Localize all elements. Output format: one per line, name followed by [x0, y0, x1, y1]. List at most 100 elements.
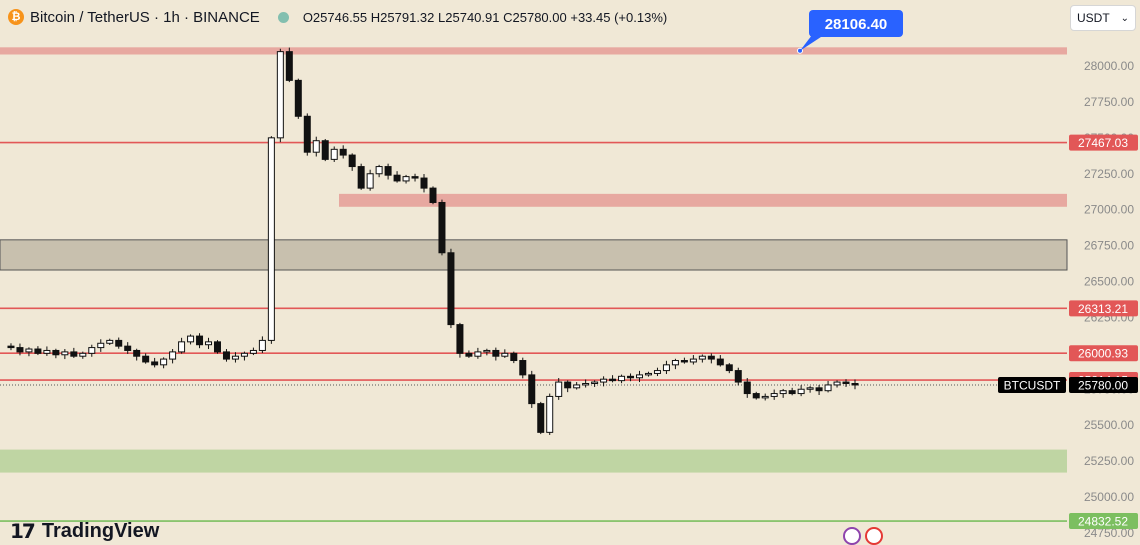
- indicator-icon[interactable]: [843, 527, 861, 545]
- candle-body: [330, 148, 338, 160]
- candle-body: [231, 355, 239, 360]
- candle-body: [465, 352, 473, 357]
- candle-body: [258, 339, 266, 351]
- candle-body: [97, 342, 105, 349]
- candle-body: [447, 252, 455, 326]
- open-value: O25746.55: [302, 9, 368, 25]
- level-label: 26313.21: [1078, 302, 1128, 316]
- candle-body: [169, 351, 177, 360]
- candle-body: [312, 140, 320, 153]
- candle-body: [743, 381, 751, 395]
- candle-body: [609, 378, 617, 382]
- candle-body: [115, 339, 123, 347]
- last-price-label: 25780.00: [1078, 378, 1128, 392]
- close-value: C25780.00: [503, 9, 567, 25]
- candle-body: [52, 349, 60, 356]
- candle-body: [698, 355, 706, 360]
- last-price-label-bg: [1069, 376, 1138, 393]
- candle-body: [779, 390, 787, 395]
- candle-body: [824, 384, 832, 392]
- candle-body: [348, 154, 356, 168]
- market-status-icon: [277, 11, 289, 23]
- candle-body: [474, 351, 482, 357]
- alert-icon[interactable]: [865, 527, 883, 545]
- candle-body: [653, 370, 661, 374]
- y-tick-label: 26750.00: [1084, 239, 1134, 253]
- candle-body: [7, 345, 15, 349]
- level-label-bg: [1069, 345, 1138, 362]
- candle-body: [366, 173, 374, 189]
- candle-body: [501, 352, 509, 357]
- candle-body: [187, 335, 195, 343]
- candle-body: [528, 374, 536, 405]
- candle-body: [124, 345, 132, 351]
- bitcoin-icon: ₿: [8, 9, 24, 25]
- y-tick-label: 27000.00: [1084, 203, 1134, 217]
- candle-body: [716, 358, 724, 366]
- candle-body: [88, 347, 96, 354]
- candle-body: [725, 364, 733, 372]
- candle-body: [384, 166, 392, 176]
- candle-body: [618, 375, 626, 382]
- candle-body: [564, 381, 572, 389]
- callout-box: [809, 10, 903, 37]
- candle-body: [160, 358, 168, 366]
- y-tick-label: 25500.00: [1084, 418, 1134, 432]
- candle-body: [79, 352, 87, 357]
- symbol-header: ₿ Bitcoin / TetherUS · 1h · BINANCE O257…: [8, 7, 667, 27]
- level-label-bg: [1069, 513, 1138, 530]
- candle-body: [636, 374, 644, 379]
- candle-body: [815, 387, 823, 392]
- candle-body: [106, 339, 114, 344]
- candle-body: [752, 393, 760, 399]
- y-tick-label: 25000.00: [1084, 490, 1134, 504]
- candle-body: [411, 176, 419, 179]
- candle-body: [420, 177, 428, 189]
- level-label: 24832.52: [1078, 515, 1128, 529]
- candle-body: [151, 361, 159, 366]
- candle-body: [680, 360, 688, 363]
- y-tick-label: 26500.00: [1084, 275, 1134, 289]
- candle-body: [321, 140, 329, 160]
- candle-body: [240, 352, 248, 357]
- candle-body: [196, 335, 204, 346]
- last-price-tag: BTCUSDT: [1004, 378, 1061, 392]
- candle-body: [375, 166, 383, 175]
- level-label-bg: [1069, 300, 1138, 317]
- zone-red: [0, 47, 1067, 55]
- candle-body: [851, 383, 859, 386]
- chevron-down-icon: ⌄: [1120, 12, 1129, 24]
- candle-body: [133, 349, 141, 357]
- candle-body: [519, 360, 527, 376]
- candle-body: [43, 349, 51, 354]
- candle-body: [806, 387, 814, 390]
- candle-body: [25, 348, 33, 353]
- callout-label: 28106.40: [825, 16, 888, 33]
- candle-body: [492, 349, 500, 357]
- candle-body: [357, 166, 365, 189]
- candle-body: [483, 349, 491, 353]
- candle-body: [707, 355, 715, 360]
- candle-body: [339, 148, 347, 156]
- tradingview-logo[interactable]: 𝟭𝟳 TradingView: [10, 519, 159, 544]
- candle-body: [555, 381, 563, 397]
- last-price-tag-bg: [998, 376, 1066, 393]
- candle-body: [573, 384, 581, 389]
- candle-body: [402, 176, 410, 182]
- candle-body: [797, 388, 805, 395]
- candle-body: [591, 381, 599, 385]
- candle-body: [213, 341, 221, 353]
- candle-body: [70, 351, 78, 357]
- currency-select[interactable]: USDT ⌄: [1070, 5, 1136, 31]
- candle-body: [627, 375, 635, 379]
- candle-body: [34, 348, 42, 354]
- candle-body: [178, 341, 186, 353]
- tradingview-mark-icon: 𝟭𝟳: [10, 521, 36, 543]
- candle-body: [303, 115, 311, 153]
- symbol-title[interactable]: Bitcoin / TetherUS · 1h · BINANCE: [30, 8, 260, 26]
- ohlc-readout: O25746.55 H25791.32 L25740.91 C25780.00 …: [303, 10, 667, 25]
- level-label-bg: [1069, 134, 1138, 151]
- zone-grey: [0, 239, 1068, 271]
- change-value: +33.45 (+0.13%): [570, 9, 668, 25]
